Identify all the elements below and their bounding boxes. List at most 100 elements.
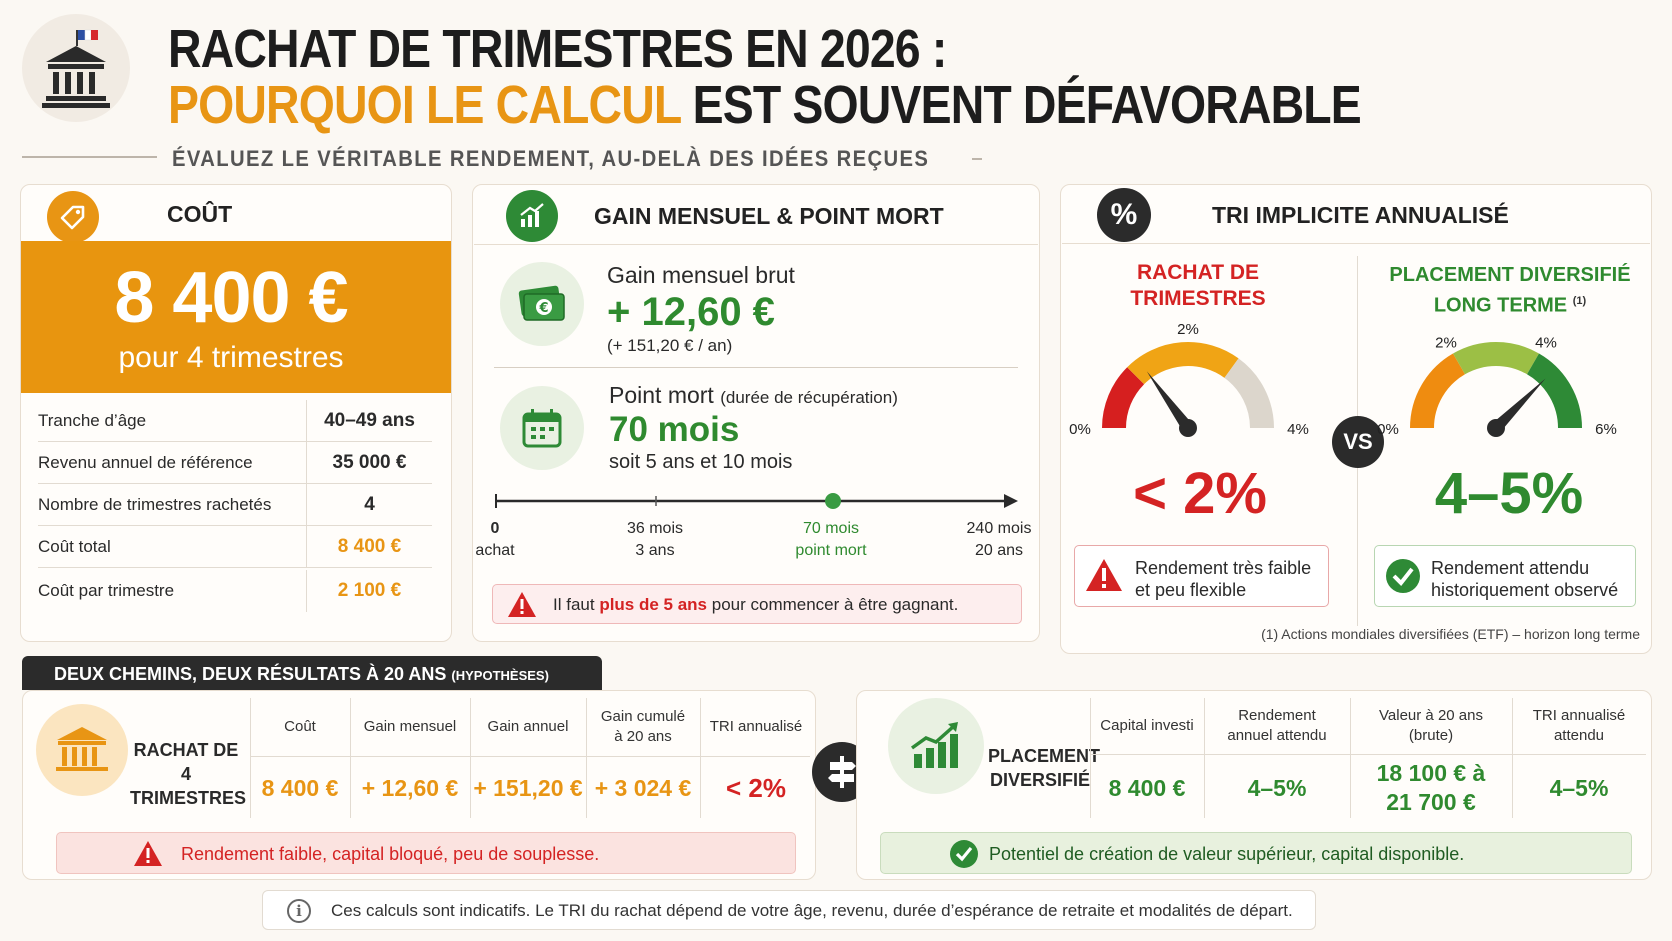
svg-text:€: € xyxy=(538,301,548,316)
cost-row-age: Tranche d’âge 40–49 ans xyxy=(38,400,432,442)
subtitle-rule-right xyxy=(972,158,982,160)
right-header-value: Valeur à 20 ans (brute) xyxy=(1379,707,1483,744)
right-header-tri: TRI annualisé attendu xyxy=(1532,707,1626,744)
left-header-annual: Gain annuel xyxy=(487,718,569,735)
right-gauge-tick-0: 0% xyxy=(1377,421,1399,438)
timeline-label-breakeven: 70 mois point mort xyxy=(776,518,886,562)
investment-growth-icon xyxy=(888,698,984,794)
right-gauge-segment-0 xyxy=(1410,353,1466,429)
cost-row-label: Nombre de trimestres rachetés xyxy=(38,494,272,514)
timeline-breakeven-bottom: point mort xyxy=(795,542,867,559)
gain-annual: (+ 151,20 € / an) xyxy=(607,336,733,355)
buyback-path-note: Rendement faible, capital bloqué, peu de… xyxy=(56,832,796,874)
col-divider xyxy=(470,698,471,818)
temple-icon xyxy=(36,704,128,796)
warning-icon xyxy=(508,592,536,617)
right-header-capital: Capital investi xyxy=(1100,717,1194,734)
left-gauge-tick-1: 2% xyxy=(1177,321,1199,338)
page-title-line-2: POURQUOI LE CALCUL EST SOUVENT DÉFAVORAB… xyxy=(168,74,1362,136)
left-gauge-segment-1 xyxy=(1127,342,1239,385)
breakeven-value: 70 mois xyxy=(609,410,740,449)
timeline-36-bottom: 3 ans xyxy=(635,542,675,559)
left-header-cumulative: Gain cumulé à 20 ans xyxy=(600,708,686,745)
col-divider xyxy=(350,698,351,818)
cost-row-label: Coût par trimestre xyxy=(38,581,175,600)
right-gauge-segment-1 xyxy=(1453,342,1539,375)
tri-right-title: PLACEMENT DIVERSIFIÉ LONG TERME (1) xyxy=(1370,262,1650,319)
timeline-label-36: 36 mois 3 ans xyxy=(600,518,710,562)
timeline-label-start: 0 achat xyxy=(440,518,550,562)
price-tag-icon xyxy=(47,191,99,243)
cost-row-label: Coût total xyxy=(38,536,111,556)
comparison-banner-note: (HYPOTHÈSES) xyxy=(451,668,549,683)
gain-label: Gain mensuel brut xyxy=(607,262,795,288)
timeline-240-top: 240 mois xyxy=(966,520,1032,537)
col-divider xyxy=(250,698,251,818)
timeline-breakeven-top: 70 mois xyxy=(802,520,860,537)
tri-footnote: (1) Actions mondiales diversifiées (ETF)… xyxy=(1261,626,1640,642)
cost-row-per-quarter: Coût par trimestre 2 100 € xyxy=(38,570,432,612)
buyback-path-name-1: RACHAT DE xyxy=(133,740,239,760)
right-gauge-needle xyxy=(1491,378,1546,433)
placement-path-name-2: DIVERSIFIÉ xyxy=(989,770,1091,790)
timeline-label-240: 240 mois 20 ans xyxy=(944,518,1054,562)
disclaimer-box: i Ces calculs sont indicatifs. Le TRI du… xyxy=(262,890,1316,930)
buyback-path-name-2: 4 TRIMESTRES xyxy=(130,764,247,808)
cost-highlight-panel: 8 400 € pour 4 trimestres xyxy=(21,241,451,393)
left-value-cost: 8 400 € xyxy=(261,774,339,801)
cost-row-total: Coût total 8 400 € xyxy=(38,526,432,568)
buyback-path-name: RACHAT DE 4 TRIMESTRES xyxy=(130,738,247,810)
gain-value: + 12,60 € xyxy=(607,290,775,334)
buyback-path-note-text: Rendement faible, capital bloqué, peu de… xyxy=(181,844,600,864)
tri-right-title-sup: (1) xyxy=(1572,295,1587,307)
cost-row-value: 2 100 € xyxy=(306,570,432,612)
row-divider xyxy=(1090,754,1646,755)
info-icon: i xyxy=(287,899,311,923)
tri-left-title-2: TRIMESTRES xyxy=(1130,287,1266,310)
col-divider xyxy=(1090,698,1091,818)
tri-right-gauge: 0% 2% 4% 6% xyxy=(1377,334,1617,438)
left-header-monthly: Gain mensuel xyxy=(363,718,457,735)
title-rest: EST SOUVENT DÉFAVORABLE xyxy=(692,75,1362,135)
warning-text-bold: plus de 5 ans xyxy=(599,595,708,614)
cost-amount: 8 400 € xyxy=(114,258,348,338)
gain-card-title: GAIN MENSUEL & POINT MORT xyxy=(594,203,944,229)
tri-left-note: Rendement très faible et peu flexible xyxy=(1074,545,1329,607)
placement-path-name: PLACEMENT DIVERSIFIÉ xyxy=(988,744,1100,792)
tri-left-note-2: et peu flexible xyxy=(1135,580,1247,600)
institution-logo xyxy=(22,14,130,122)
left-gauge-hub xyxy=(1179,419,1197,437)
left-value-monthly: + 12,60 € xyxy=(361,774,459,801)
left-gauge-needle xyxy=(1146,371,1193,432)
tri-right-title-2: LONG TERME xyxy=(1433,294,1568,317)
timeline-240-bottom: 20 ans xyxy=(974,542,1024,559)
tri-right-note-text: Rendement attendu historiquement observé xyxy=(1431,557,1618,601)
check-circle-icon xyxy=(1386,559,1420,593)
row-divider xyxy=(250,756,810,757)
tri-right-title-1: PLACEMENT DIVERSIFIÉ xyxy=(1389,264,1631,286)
left-value-tri: < 2% xyxy=(726,772,786,803)
cost-card: COÛT 8 400 € pour 4 trimestres xyxy=(20,184,452,642)
left-gauge-tick-0: 0% xyxy=(1069,421,1091,438)
timeline-36-top: 36 mois xyxy=(626,520,684,537)
col-divider xyxy=(1350,698,1351,818)
warning-text-before: Il faut xyxy=(553,595,600,614)
bank-building-icon xyxy=(42,29,110,108)
col-divider xyxy=(700,698,701,818)
cost-row-value: 40–49 ans xyxy=(306,400,432,441)
cash-icon: € xyxy=(500,262,584,346)
timeline-start-bottom: achat xyxy=(475,542,515,559)
gain-head-divider xyxy=(474,244,1038,245)
placement-path-note-text: Potentiel de création de valeur supérieu… xyxy=(989,844,1465,864)
breakeven-warning: Il faut plus de 5 ans pour commencer à ê… xyxy=(492,584,1022,624)
tri-card-title: TRI IMPLICITE ANNUALISÉ xyxy=(1212,202,1509,228)
right-value-tri: 4–5% xyxy=(1549,774,1609,801)
breakeven-label-note: (durée de récupération) xyxy=(720,388,898,407)
cost-row-value: 4 xyxy=(306,484,432,525)
right-gauge-tick-1: 2% xyxy=(1435,334,1457,351)
gain-divider xyxy=(494,367,1018,368)
right-gauge-tick-2: 4% xyxy=(1535,334,1557,351)
breakeven-label: Point mort (durée de récupération) xyxy=(609,382,898,409)
breakeven-label-text: Point mort xyxy=(609,382,714,408)
right-header-return: Rendement annuel attendu xyxy=(1227,707,1327,744)
